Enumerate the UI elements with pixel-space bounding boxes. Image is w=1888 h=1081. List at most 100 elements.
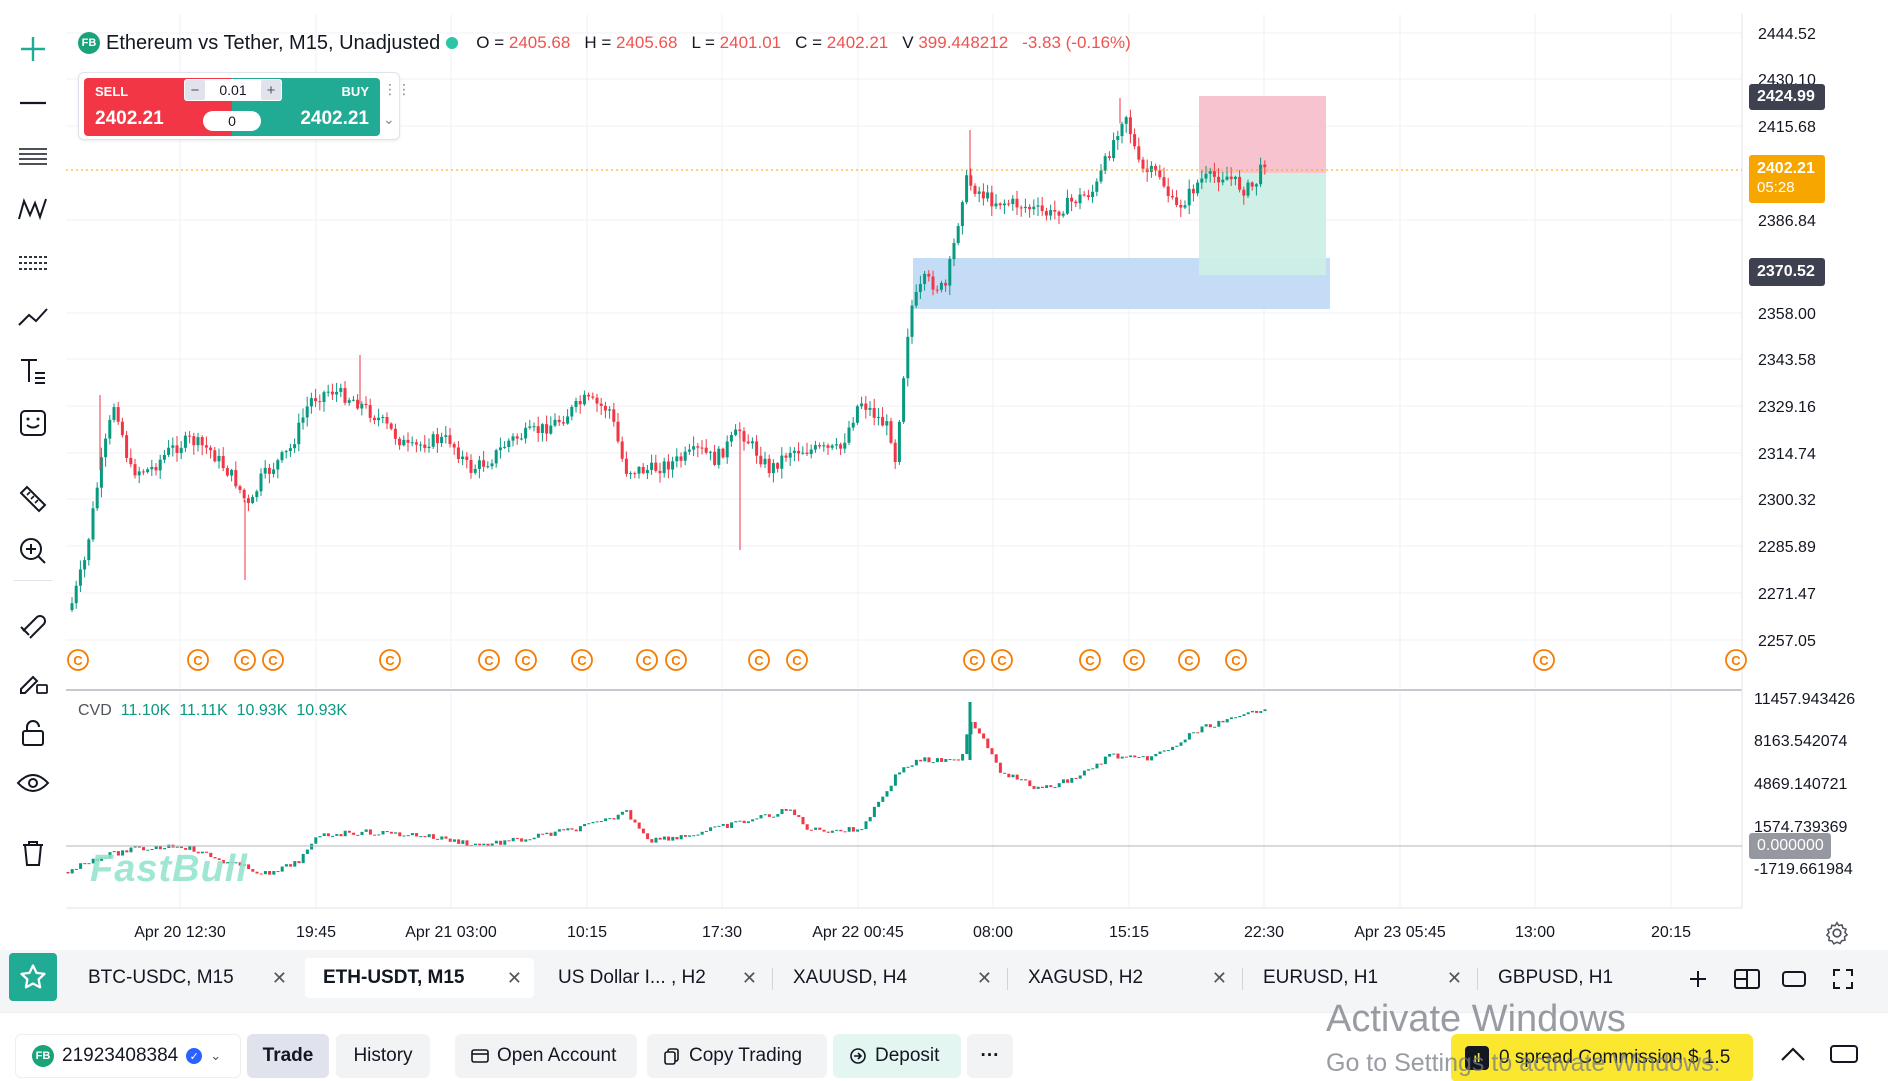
upper-level-tag: 2424.99 bbox=[1749, 84, 1825, 110]
trade-tab[interactable]: Trade bbox=[247, 1034, 329, 1078]
chart-tab[interactable]: GBPUSD, H1 bbox=[1480, 958, 1709, 998]
cvd-candle bbox=[1124, 756, 1128, 758]
favorite-star-button[interactable] bbox=[9, 953, 57, 1001]
cvd-candle bbox=[956, 759, 960, 761]
price-candle bbox=[792, 450, 796, 453]
chart-tab[interactable]: US Dollar I... , H2 ✕ bbox=[540, 958, 769, 998]
cvd-candle bbox=[788, 809, 792, 811]
fullscreen-button[interactable] bbox=[1826, 962, 1860, 996]
cvd-candle bbox=[961, 753, 965, 761]
price-candle bbox=[801, 452, 805, 454]
close-tab-icon[interactable]: ✕ bbox=[506, 967, 522, 988]
quantity-stepper[interactable]: − 0.01 + bbox=[184, 79, 282, 101]
quantity-value[interactable]: 0.01 bbox=[219, 82, 247, 98]
chart-settings-gear-icon[interactable] bbox=[1824, 920, 1850, 946]
cvd-candle bbox=[755, 818, 759, 820]
magnet-tool-button[interactable] bbox=[10, 600, 56, 646]
emoji-tool-button[interactable] bbox=[10, 400, 56, 446]
account-selector[interactable]: FB 21923408384 ✓ ⌄ bbox=[15, 1034, 241, 1078]
price-candle bbox=[780, 455, 784, 469]
event-marker-icon: C bbox=[515, 649, 537, 671]
chart-tab[interactable]: EURUSD, H1 ✕ bbox=[1245, 958, 1474, 998]
price-candle bbox=[1086, 195, 1090, 198]
add-tab-button[interactable] bbox=[1681, 962, 1715, 996]
price-candle bbox=[360, 403, 364, 409]
copy-trading-button[interactable]: Copy Trading bbox=[647, 1034, 827, 1078]
collapse-panel-button[interactable] bbox=[1776, 1037, 1810, 1071]
cvd-name[interactable]: CVD bbox=[78, 702, 112, 719]
cvd-candle bbox=[436, 838, 440, 840]
more-button[interactable]: ··· bbox=[967, 1034, 1013, 1078]
pattern-tool-button[interactable] bbox=[10, 186, 56, 232]
chart-tab[interactable]: XAGUSD, H2 ✕ bbox=[1010, 958, 1239, 998]
close-tab-icon[interactable]: ✕ bbox=[1446, 967, 1462, 988]
zoom-in-tool-button[interactable] bbox=[10, 528, 56, 574]
price-candle bbox=[1141, 159, 1145, 169]
time-axis-label: 22:30 bbox=[1244, 924, 1284, 941]
cvd-candle bbox=[381, 831, 385, 835]
lock-draw-tool-button[interactable] bbox=[10, 656, 56, 702]
price-candle bbox=[242, 489, 246, 499]
open-account-button[interactable]: Open Account bbox=[455, 1034, 637, 1078]
cvd-candle bbox=[326, 833, 330, 837]
cvd-candle bbox=[511, 837, 515, 842]
price-candle bbox=[700, 447, 704, 449]
event-marker-icon: C bbox=[786, 649, 808, 671]
chart-tab[interactable]: ETH-USDT, M15 ✕ bbox=[305, 958, 534, 998]
price-candle bbox=[1040, 205, 1044, 212]
price-candle bbox=[1233, 176, 1237, 180]
symbol-title[interactable]: Ethereum vs Tether, M15, Unadjusted bbox=[106, 31, 441, 54]
price-candle bbox=[1259, 164, 1263, 185]
text-tool-tool-button[interactable] bbox=[10, 348, 56, 394]
cvd-candle bbox=[1225, 719, 1229, 723]
trash-tool-button[interactable] bbox=[10, 830, 56, 876]
cvd-candle bbox=[1137, 757, 1141, 759]
ruler-tool-button[interactable] bbox=[10, 476, 56, 522]
close-tab-icon[interactable]: ✕ bbox=[976, 967, 992, 988]
horizontal-line-tool-button[interactable] bbox=[10, 80, 56, 126]
cvd-candle bbox=[473, 843, 477, 846]
close-tab-icon[interactable]: ✕ bbox=[271, 967, 287, 988]
drag-handle-icon[interactable]: ⋮⋮ bbox=[383, 81, 411, 97]
deposit-button[interactable]: Deposit bbox=[833, 1034, 961, 1078]
layout-button[interactable] bbox=[1730, 962, 1764, 996]
single-view-button[interactable] bbox=[1777, 962, 1811, 996]
cvd-candle bbox=[1032, 786, 1036, 789]
panel-window-button[interactable] bbox=[1827, 1037, 1861, 1071]
cvd-candle bbox=[734, 821, 738, 823]
price-candle bbox=[864, 403, 868, 410]
cvd-candle bbox=[520, 838, 524, 842]
chart-tab[interactable]: XAUUSD, H4 ✕ bbox=[775, 958, 1004, 998]
quantity-decrease-button[interactable]: − bbox=[185, 80, 205, 100]
price-candle bbox=[234, 470, 238, 487]
toolbar-divider bbox=[14, 580, 52, 581]
cvd-candle bbox=[175, 846, 179, 848]
price-candle bbox=[1208, 171, 1212, 174]
cvd-axis-label: 1574.739369 bbox=[1754, 819, 1848, 836]
parallel-channel-tool-button[interactable] bbox=[10, 240, 56, 286]
chart-canvas[interactable]: 2444.522430.102415.682386.842358.002343.… bbox=[0, 0, 1888, 945]
cvd-candle bbox=[465, 840, 469, 846]
quantity-increase-button[interactable]: + bbox=[261, 80, 281, 100]
chevron-down-icon[interactable]: ⌄ bbox=[383, 111, 395, 127]
cvd-candle bbox=[503, 840, 507, 845]
volume-label: V bbox=[902, 33, 914, 52]
lock-tool-button[interactable] bbox=[10, 710, 56, 756]
crosshair-tool-button[interactable] bbox=[10, 26, 56, 72]
emoji-icon bbox=[20, 410, 46, 436]
history-tab[interactable]: History bbox=[336, 1034, 430, 1078]
eye-tool-button[interactable] bbox=[10, 760, 56, 806]
close-tab-icon[interactable]: ✕ bbox=[1211, 967, 1227, 988]
price-candle bbox=[620, 441, 624, 459]
cvd-candle bbox=[356, 834, 360, 836]
trend-line-tool-button[interactable] bbox=[10, 294, 56, 340]
price-candle bbox=[133, 464, 137, 476]
cvd-candle bbox=[1192, 732, 1196, 734]
cvd-candle bbox=[490, 843, 494, 846]
chart-tab[interactable]: BTC-USDC, M15 ✕ bbox=[70, 958, 299, 998]
cvd-candle bbox=[1171, 746, 1175, 751]
time-axis-label: Apr 20 12:30 bbox=[134, 924, 226, 941]
fib-retracement-tool-button[interactable] bbox=[10, 134, 56, 180]
promo-banner[interactable]: ıl 0 spread Commission $ 1.5 bbox=[1451, 1034, 1753, 1081]
close-tab-icon[interactable]: ✕ bbox=[741, 967, 757, 988]
